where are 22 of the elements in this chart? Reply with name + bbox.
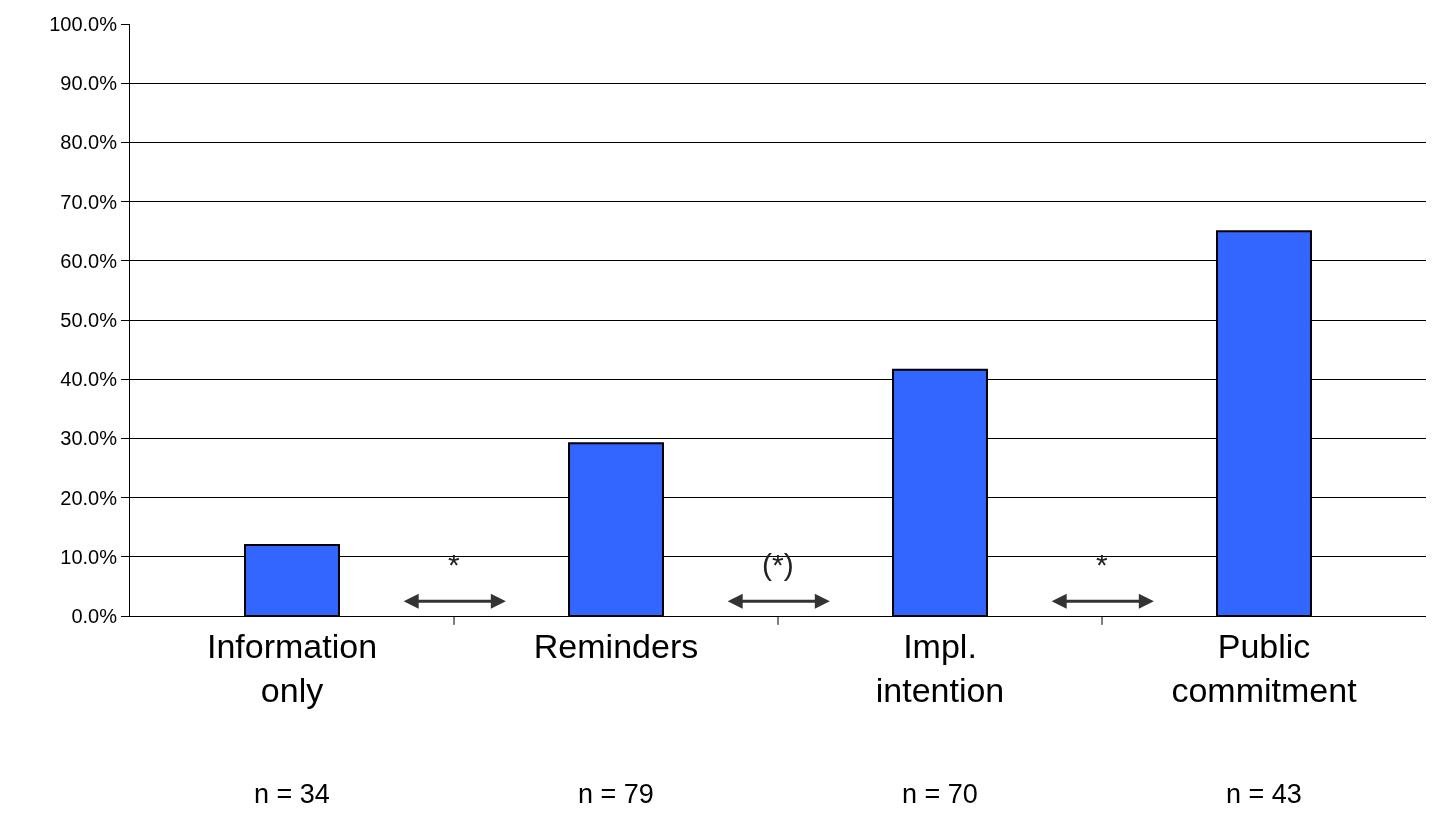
y-tick-label: 40.0% [60, 368, 118, 391]
y-tick-label: 80.0% [60, 131, 118, 154]
annotation: (*) [762, 548, 794, 581]
x-tick-label: Public commitment [1171, 626, 1358, 709]
x-tick-label: Information only [206, 626, 378, 709]
text: n = 70 [902, 779, 978, 809]
x-tick-label: Reminders [533, 626, 699, 665]
text: n = 34 [254, 779, 330, 809]
y-tick-label: 70.0% [60, 190, 118, 213]
text: n = 43 [1226, 779, 1302, 809]
y-tick-label: 90.0% [60, 72, 118, 95]
y-tick-label: 60.0% [60, 249, 118, 272]
y-tick-label: 100.0% [49, 13, 118, 35]
y-tick-label: 50.0% [60, 309, 118, 331]
y-tick-label: 10.0% [60, 545, 118, 568]
y-tick-label: 0.0% [71, 605, 118, 627]
annotation: * [1096, 548, 1108, 581]
text: n = 79 [578, 779, 654, 809]
y-tick-label: 30.0% [60, 427, 118, 450]
y-tick-label: 20.0% [60, 486, 118, 509]
x-tick-label: Impl. intention [875, 626, 1005, 709]
annotation: * [448, 548, 460, 581]
